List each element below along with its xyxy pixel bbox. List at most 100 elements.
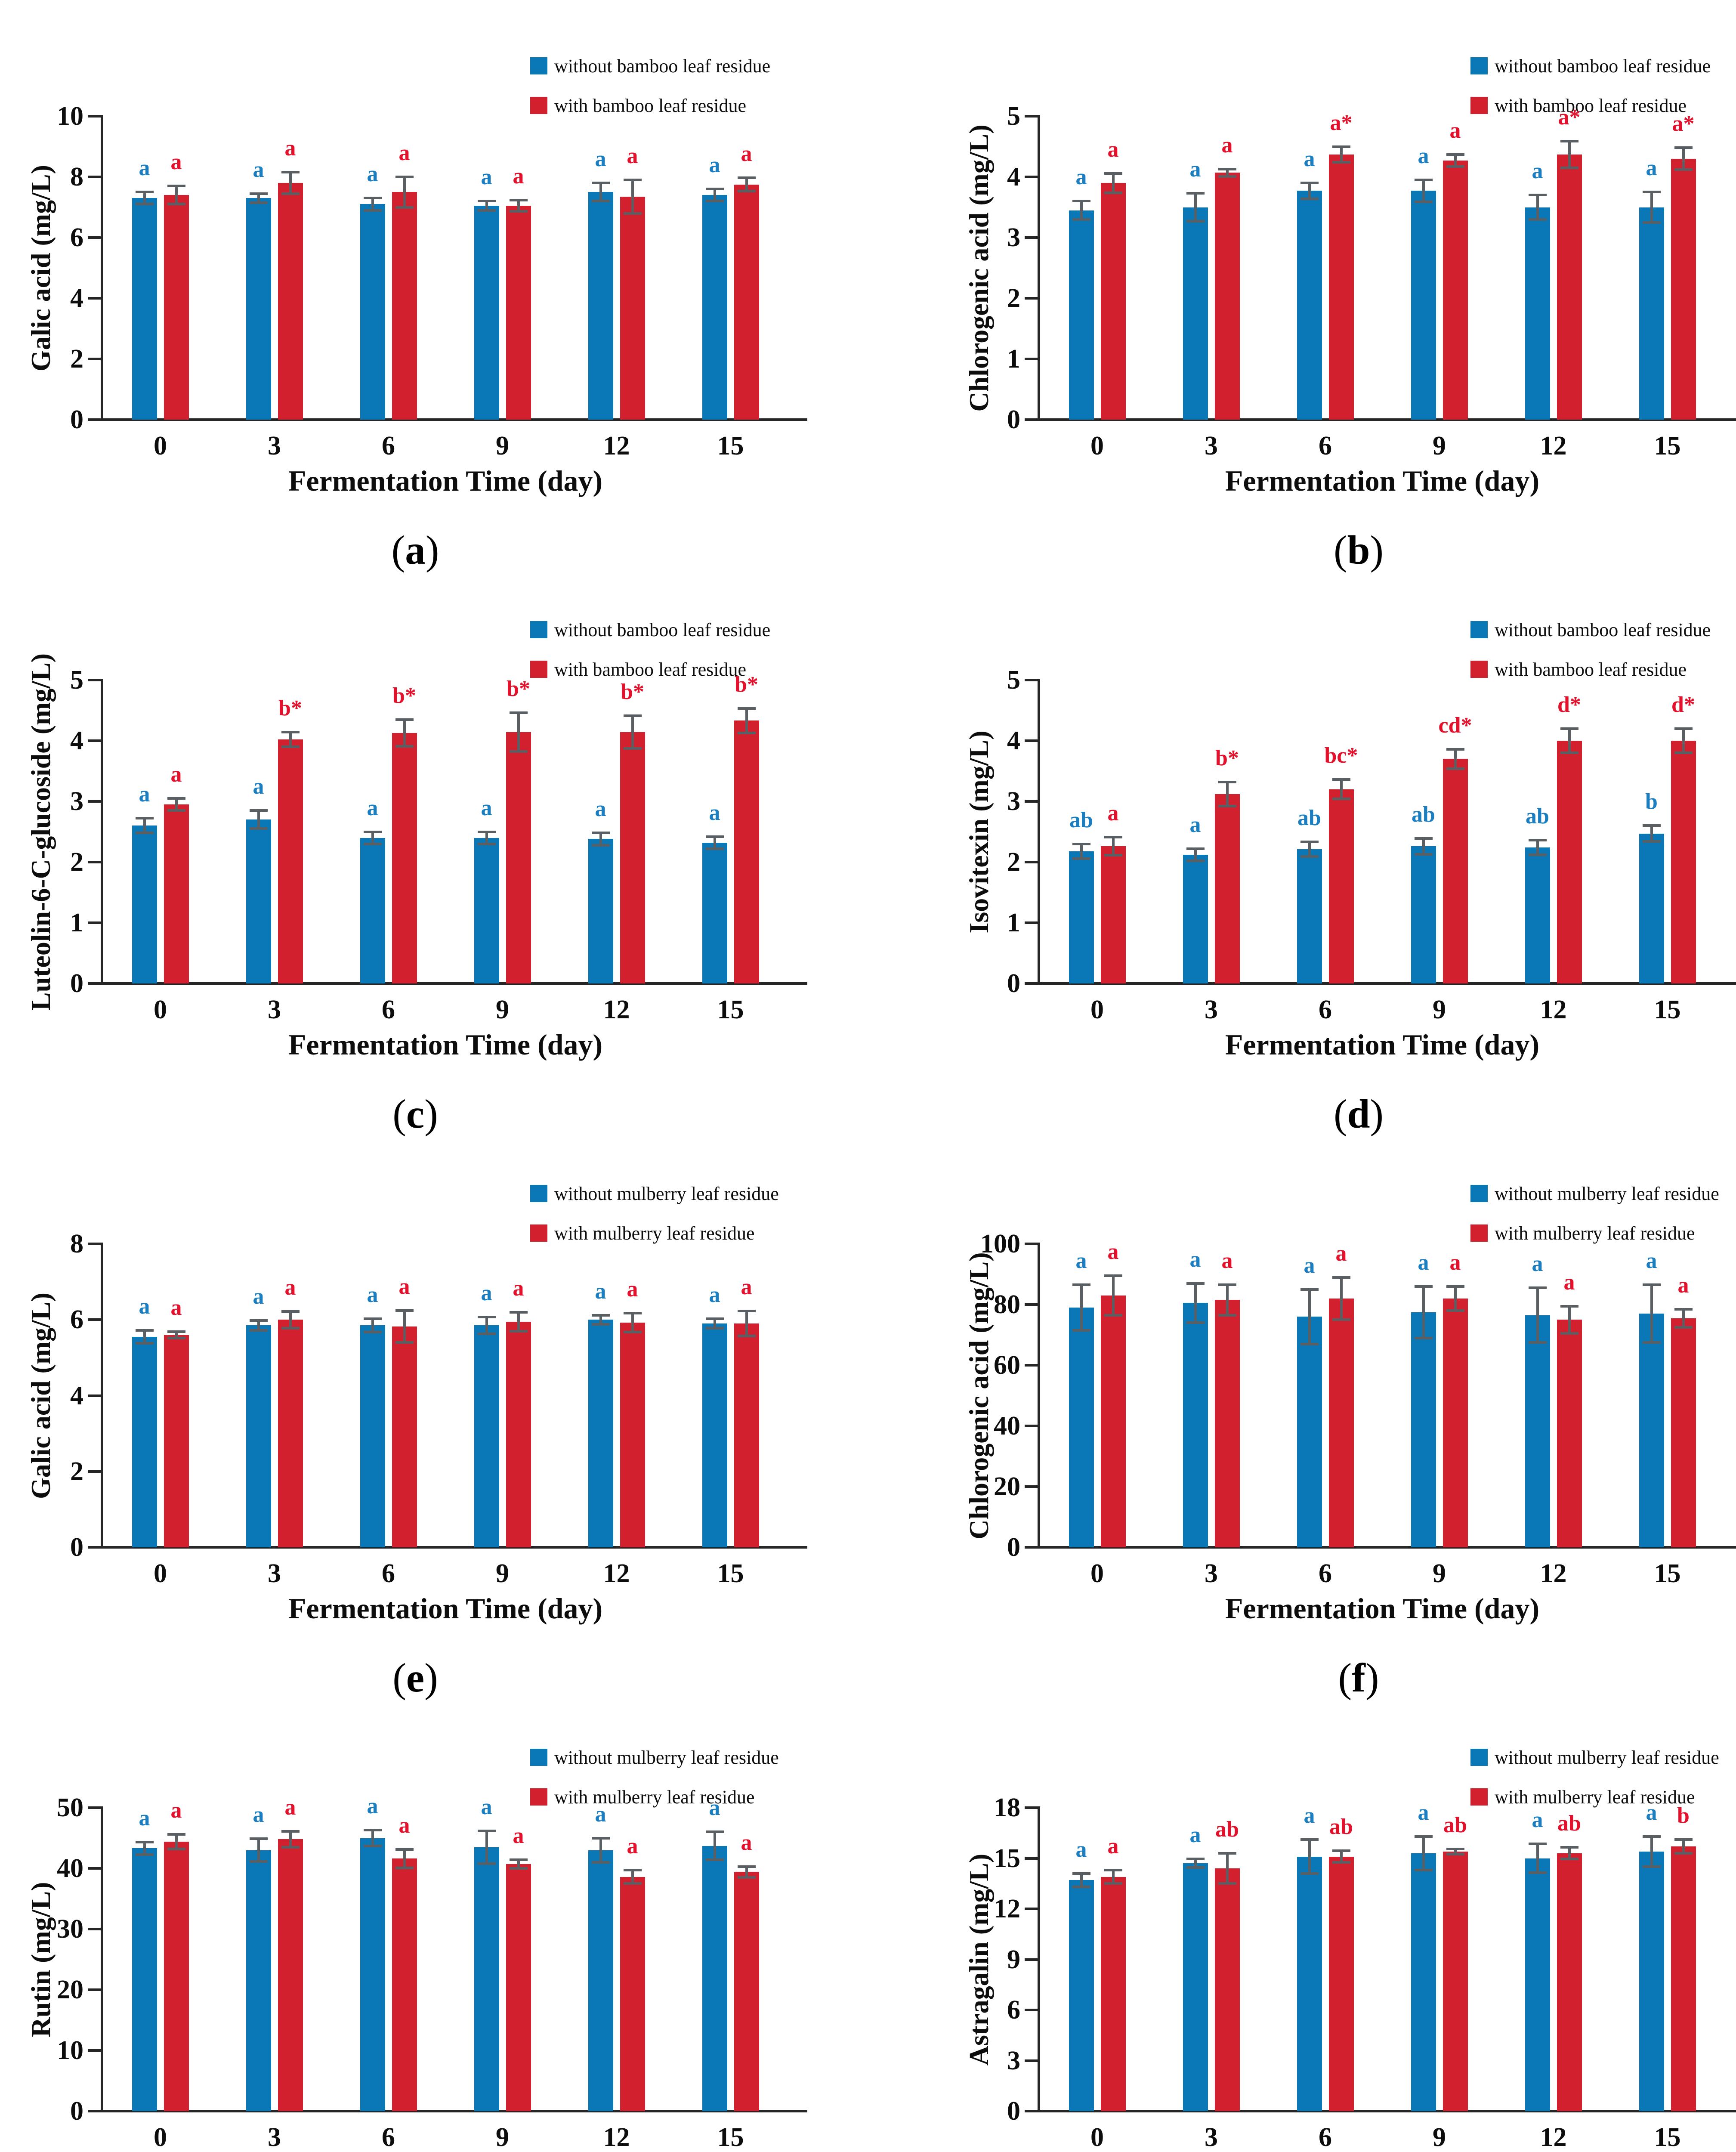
error-bar-cap: [1674, 751, 1693, 754]
y-tick-mark: [1025, 2009, 1038, 2011]
sig-label-with: a: [170, 1296, 182, 1320]
error-bar-cap: [135, 832, 154, 835]
sig-label-without: a: [253, 1284, 264, 1309]
y-tick-label: 4: [1007, 162, 1020, 192]
bar-without: [1183, 1303, 1208, 1547]
sig-label-with: cd*: [1438, 713, 1472, 738]
caption-close: ): [425, 527, 439, 573]
y-tick-mark: [88, 800, 101, 803]
error-bar-line: [1650, 826, 1653, 842]
legend-swatch-with-icon: [530, 661, 547, 678]
bar-with: [1328, 1298, 1354, 1547]
error-bar-cap: [591, 1837, 610, 1840]
x-tick-label: 3: [1205, 995, 1218, 1024]
error-bar-line: [1422, 838, 1425, 854]
legend-label: without bamboo leaf residue: [1495, 55, 1711, 77]
error-bar-cap: [1674, 168, 1693, 171]
error-bar-cap: [1414, 837, 1433, 840]
bar-without: [360, 1838, 385, 2111]
x-tick-label: 6: [382, 1559, 395, 1588]
panel-caption: (d): [1334, 1092, 1384, 1135]
bar-without: [1639, 833, 1664, 983]
sig-label-with: a: [1449, 1250, 1461, 1275]
error-bar-cap: [1218, 780, 1236, 783]
error-bar-cap: [395, 1866, 414, 1869]
y-tick-label: 12: [994, 1894, 1020, 1923]
error-bar-cap: [363, 1844, 382, 1847]
error-bar-cap: [281, 1830, 300, 1833]
error-bar-cap: [705, 835, 724, 838]
legend-item-without: without mulberry leaf residue: [530, 1182, 779, 1205]
error-bar-line: [403, 177, 406, 207]
legend-label: with bamboo leaf residue: [1495, 659, 1687, 680]
caption-close: ): [1370, 1091, 1384, 1137]
y-tick-mark: [1025, 1546, 1038, 1549]
error-bar-line: [745, 178, 748, 192]
legend-item-without: without bamboo leaf residue: [530, 618, 770, 641]
error-bar-line: [1308, 183, 1311, 199]
legend-label: with mulberry leaf residue: [1495, 1222, 1695, 1244]
legend-item-without: without mulberry leaf residue: [1470, 1746, 1719, 1769]
error-bar-cap: [1300, 197, 1319, 200]
y-tick-label: 20: [57, 1975, 83, 2004]
y-tick-mark: [88, 1546, 101, 1549]
error-bar-cap: [591, 1861, 610, 1864]
error-bar-cap: [1104, 1314, 1122, 1317]
sig-label-without: a: [1075, 1249, 1087, 1274]
error-bar-cap: [1072, 1283, 1090, 1286]
error-bar-cap: [1414, 1868, 1433, 1871]
error-bar-cap: [1300, 182, 1319, 185]
error-bar-line: [1340, 1277, 1343, 1320]
bar-without: [1639, 207, 1664, 420]
y-tick-label: 4: [70, 726, 83, 755]
y-tick-label: 4: [70, 284, 83, 313]
error-bar-cap: [135, 1841, 154, 1844]
error-bar-cap: [1446, 1852, 1464, 1855]
sig-label-without: a: [1304, 1253, 1315, 1278]
caption-letter: d: [1347, 1091, 1370, 1137]
x-tick-label: 9: [1433, 995, 1446, 1024]
x-tick-label: 0: [154, 2123, 167, 2152]
caption-open: (: [1338, 1655, 1352, 1701]
sig-label-with: a: [1107, 1240, 1119, 1265]
error-bar-line: [371, 1830, 374, 1846]
error-bar-cap: [135, 817, 154, 820]
error-bar-cap: [1072, 1886, 1090, 1889]
error-bar-cap: [281, 1326, 300, 1330]
y-tick-mark: [88, 679, 101, 681]
y-tick-label: 4: [1007, 726, 1020, 755]
sig-label-without: a: [139, 782, 150, 807]
y-tick-label: 30: [57, 1914, 83, 1944]
error-bar-cap: [281, 731, 300, 734]
y-axis-label: Rutin (mg/L): [25, 1882, 56, 2038]
error-bar-cap: [509, 1330, 528, 1333]
y-tick-label: 40: [994, 1411, 1020, 1441]
sig-label-with: a*: [1558, 105, 1581, 130]
error-bar-cap: [1560, 139, 1578, 142]
error-bar-line: [599, 1315, 602, 1324]
error-bar-line: [1308, 1289, 1311, 1344]
error-bar-line: [257, 1838, 260, 1862]
bar-without: [246, 1850, 271, 2111]
error-bar-cap: [509, 199, 528, 202]
error-bar-cap: [1332, 778, 1350, 781]
x-tick-label: 3: [1205, 431, 1218, 461]
panel-caption: (b): [1334, 529, 1384, 572]
y-tick-label: 40: [57, 1854, 83, 1883]
sig-label-with: a: [1563, 1270, 1575, 1295]
legend-item-with: with bamboo leaf residue: [530, 94, 746, 117]
sig-label-without: a: [367, 162, 378, 187]
sig-label-without: ab: [1297, 806, 1321, 831]
x-tick-label: 6: [1319, 1559, 1332, 1588]
error-bar-cap: [737, 1335, 756, 1338]
sig-label-with: a: [398, 1813, 410, 1838]
sig-label-without: a: [595, 147, 606, 172]
error-bar-cap: [249, 1319, 268, 1322]
legend-swatch-without-icon: [1470, 1185, 1488, 1202]
x-tick-label: 0: [1090, 1559, 1104, 1588]
y-tick-mark: [1025, 921, 1038, 924]
y-tick-label: 15: [994, 1843, 1020, 1873]
error-bar-line: [371, 198, 374, 210]
sig-label-with: a: [284, 1275, 296, 1300]
sig-label-without: a: [481, 795, 492, 820]
